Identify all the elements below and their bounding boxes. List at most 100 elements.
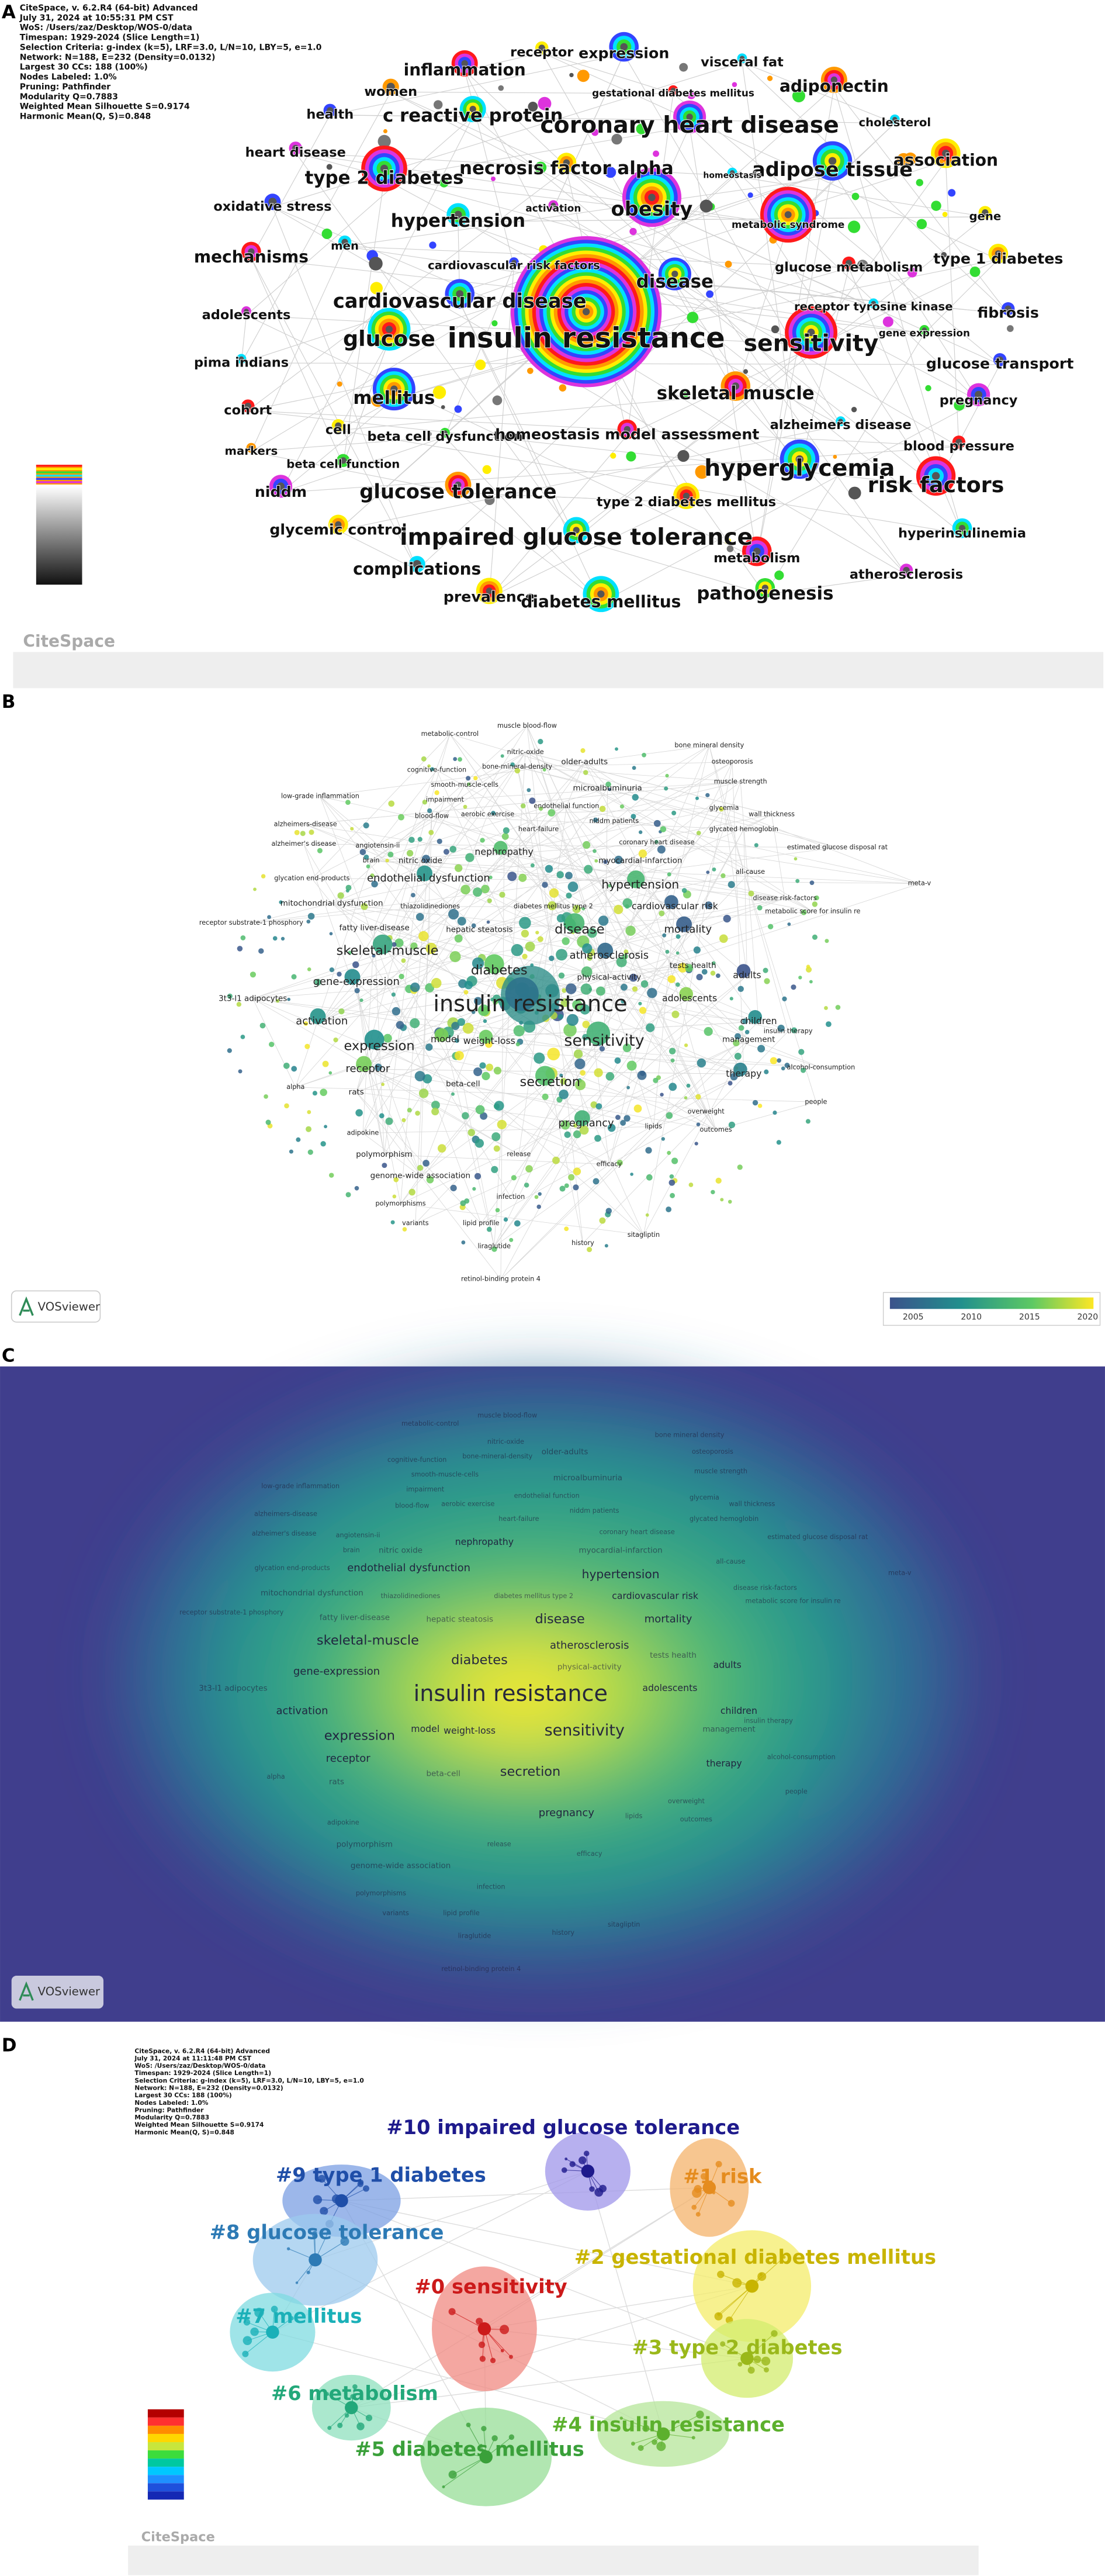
edge: [689, 126, 979, 401]
node-ring: [648, 193, 656, 202]
cluster-node: [695, 2212, 701, 2217]
minor-node: [385, 1117, 393, 1125]
minor-node: [462, 1112, 469, 1119]
cluster-node: [243, 2319, 251, 2326]
minor-node: [393, 1177, 399, 1182]
cluster-hub: [266, 2325, 279, 2339]
density-label: glycated hemoglobin: [690, 1515, 758, 1523]
edge: [489, 266, 515, 598]
node-label: endothelial function: [534, 803, 599, 810]
cluster-node: [295, 2281, 299, 2284]
edge: [449, 734, 539, 830]
minor-node: [668, 1047, 676, 1054]
minor-node: [712, 867, 716, 872]
minor-node: [615, 1115, 621, 1120]
edge: [370, 766, 518, 861]
info-line: Selection Criteria: g-index (k=5), LRF=3…: [20, 43, 322, 52]
node-ring: [686, 113, 693, 120]
edge: [609, 911, 813, 978]
edge: [504, 852, 609, 956]
minor-node: [728, 1199, 732, 1204]
info-line: Pruning: Pathfinder: [20, 82, 111, 92]
node-label: glucose transport: [926, 355, 1074, 372]
cluster-label: #5 diabetes mellitus: [355, 2438, 584, 2461]
minor-node: [337, 971, 342, 977]
density-label: disease risk-factors: [733, 1584, 797, 1592]
timeline-stripe: [36, 478, 82, 480]
cluster-node: [357, 2181, 364, 2187]
edge: [320, 796, 482, 1224]
edge: [586, 975, 747, 1124]
minor-node: [616, 956, 627, 967]
minor-node: [427, 431, 432, 437]
minor-node: [632, 986, 638, 992]
edge: [305, 824, 785, 899]
info-line: CiteSpace, v. 6.2.R4 (64-bit) Advanced: [20, 4, 198, 13]
cluster-hub: [740, 2352, 754, 2365]
minor-node: [521, 929, 529, 938]
minor-node: [422, 800, 428, 805]
node: [627, 870, 645, 888]
minor-node: [427, 764, 431, 768]
minor-node: [464, 980, 473, 990]
minor-node: [399, 973, 404, 980]
density-label: blood-flow: [395, 1502, 429, 1509]
node-label: complications: [353, 559, 481, 579]
minor-node: [291, 974, 297, 980]
density-label: sensitivity: [545, 1721, 625, 1740]
density-label: variants: [382, 1909, 409, 1917]
minor-node: [677, 449, 690, 462]
density-label: tests health: [650, 1651, 697, 1660]
minor-node: [564, 1131, 571, 1138]
cluster-node: [508, 2354, 513, 2359]
minor-node: [580, 1070, 586, 1076]
edge: [640, 885, 747, 976]
edge: [771, 814, 785, 898]
minor-node: [474, 1173, 482, 1180]
minor-node: [535, 161, 547, 174]
minor-node: [676, 951, 680, 955]
edge: [374, 928, 822, 1068]
edge: [420, 860, 550, 1083]
cluster-node: [761, 2356, 771, 2366]
cluster-node: [638, 2445, 644, 2451]
minor-node: [610, 452, 616, 459]
node-ring: [386, 82, 395, 91]
minor-node: [825, 939, 829, 943]
node-label: fatty liver-disease: [340, 923, 410, 932]
node: [748, 1009, 763, 1024]
edge: [330, 115, 473, 117]
node-ring: [327, 107, 334, 114]
minor-node: [566, 893, 572, 899]
node: [597, 942, 614, 959]
node-label: hyperinsulinemia: [898, 526, 1026, 541]
minor-node: [605, 1072, 615, 1081]
minor-node: [466, 776, 471, 781]
edge: [342, 340, 390, 465]
density-label: thiazolidinediones: [381, 1592, 441, 1600]
minor-node: [394, 938, 404, 948]
node-label: activation: [296, 1015, 348, 1028]
minor-node: [475, 359, 486, 371]
minor-node: [559, 1185, 566, 1192]
minor-node: [669, 1174, 674, 1179]
edge: [517, 766, 838, 848]
cluster-link: [443, 2456, 487, 2487]
minor-node: [664, 786, 668, 791]
minor-node: [491, 176, 496, 181]
density-label: adolescents: [642, 1682, 697, 1693]
minor-node: [693, 946, 701, 954]
info-line: CiteSpace, v. 6.2.R4 (64-bit) Advanced: [134, 2047, 270, 2055]
edge: [481, 1074, 744, 1224]
edge: [500, 852, 505, 1280]
edge: [356, 860, 421, 1092]
cluster-node: [306, 2270, 310, 2274]
minor-node: [499, 891, 505, 898]
density-label: impairment: [406, 1485, 445, 1493]
minor-node: [484, 495, 495, 506]
minor-node: [835, 1005, 841, 1010]
density-label: infection: [477, 1883, 505, 1890]
minor-node: [723, 915, 731, 923]
minor-node: [812, 901, 818, 907]
minor-node: [417, 836, 422, 842]
